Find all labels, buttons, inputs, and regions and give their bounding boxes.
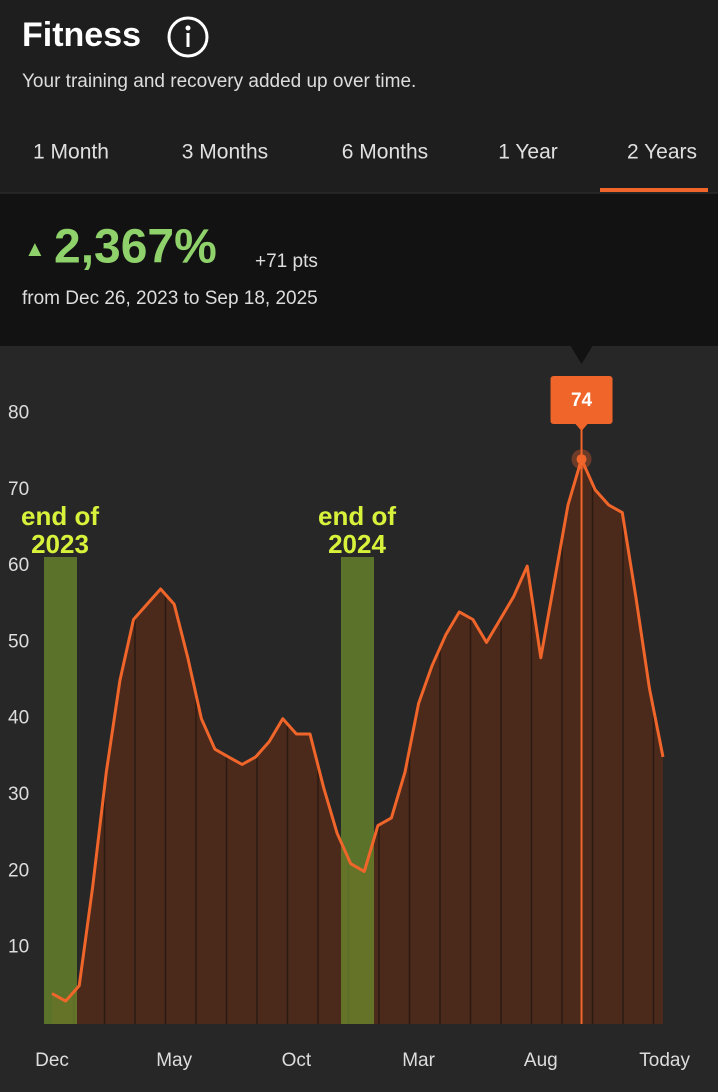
y-tick-label: 10 bbox=[8, 937, 29, 958]
svg-text:▲: ▲ bbox=[24, 236, 46, 261]
tooltip-box bbox=[550, 376, 613, 424]
header-bg bbox=[0, 0, 718, 193]
y-tick-label: 50 bbox=[8, 631, 29, 652]
points: +71 pts bbox=[255, 251, 318, 272]
annotation: end of 2024 bbox=[318, 501, 396, 559]
highlight-band bbox=[44, 557, 77, 1024]
y-tick-label: 70 bbox=[8, 479, 29, 500]
change: 2,367% bbox=[54, 221, 217, 274]
tooltip-pointer bbox=[570, 346, 593, 364]
x-tick-label: Oct bbox=[282, 1050, 312, 1071]
x-tick-label: May bbox=[156, 1050, 192, 1071]
y-tick-label: 80 bbox=[8, 402, 29, 423]
x-tick-label: Mar bbox=[402, 1050, 435, 1071]
x-tick-label: Today bbox=[639, 1050, 690, 1071]
tab[interactable]: 1 Month bbox=[33, 141, 109, 164]
tooltip-tail bbox=[575, 424, 588, 431]
y-tick-label: 60 bbox=[8, 555, 29, 576]
tab[interactable]: 3 Months bbox=[182, 141, 268, 164]
x-tick-label: Dec bbox=[35, 1050, 69, 1071]
subtitle: Your training and recovery added up over… bbox=[22, 71, 416, 92]
annotation: end of 2023 bbox=[21, 501, 99, 559]
tab[interactable]: 6 Months bbox=[342, 141, 428, 164]
info-icon[interactable] bbox=[167, 16, 209, 58]
area bbox=[52, 459, 663, 1024]
peak-dot bbox=[576, 454, 587, 465]
line bbox=[51, 457, 665, 1003]
active-tab-underline bbox=[600, 188, 708, 192]
y-tick-label: 40 bbox=[8, 708, 29, 729]
tab[interactable]: 2 Years bbox=[627, 141, 697, 164]
tab[interactable]: 1 Year bbox=[498, 141, 558, 164]
range: from Dec 26, 2023 to Sep 18, 2025 bbox=[22, 288, 318, 309]
y-tick-label: 30 bbox=[8, 784, 29, 805]
highlight-band bbox=[341, 557, 374, 1024]
y-tick-label: 20 bbox=[8, 860, 29, 881]
summary-bg bbox=[0, 193, 718, 346]
title: Fitness bbox=[22, 16, 141, 54]
tooltip-value: 74 bbox=[571, 390, 593, 411]
x-tick-label: Aug bbox=[524, 1050, 558, 1071]
